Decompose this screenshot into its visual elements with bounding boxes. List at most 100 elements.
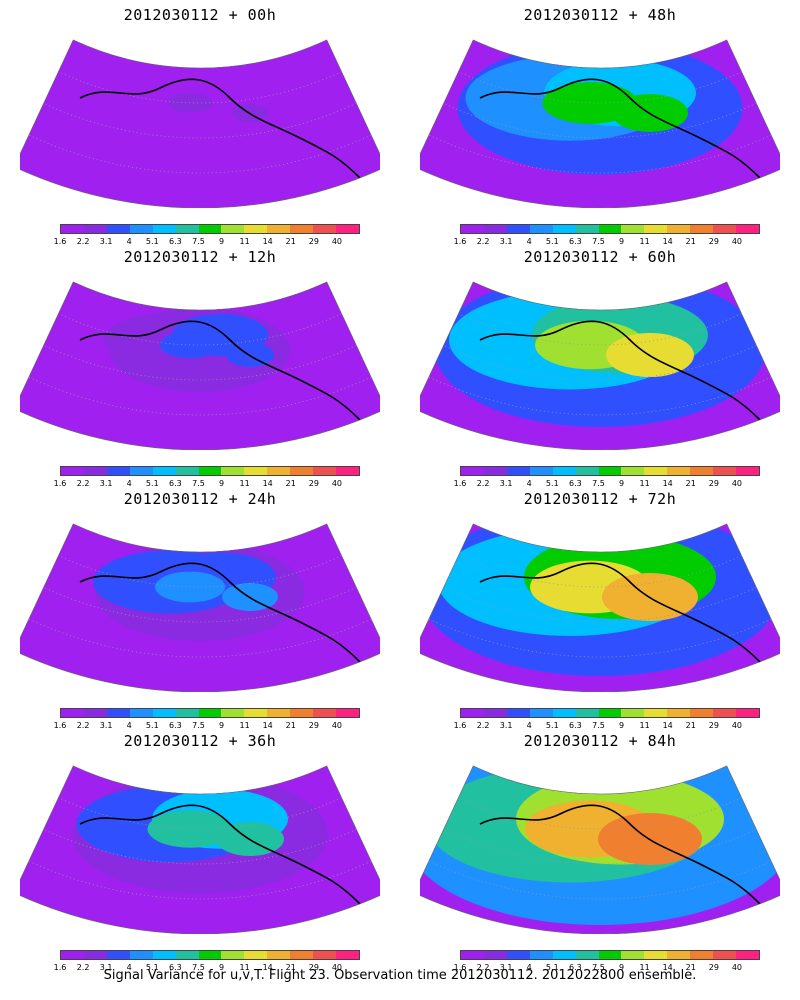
colorbar-label: 3.1 — [99, 721, 113, 730]
colorbar-swatch — [336, 951, 359, 959]
colorbar-swatch — [621, 951, 645, 959]
colorbar-swatch — [690, 709, 714, 717]
colorbar — [60, 466, 360, 476]
colorbar-label: 1.6 — [453, 721, 467, 730]
colorbar-swatch — [221, 225, 245, 233]
coastline — [479, 320, 761, 421]
latitude-gridline — [428, 134, 772, 174]
colorbar-label: 40 — [331, 237, 343, 246]
colorbar-swatch — [221, 467, 245, 475]
colorbar-swatch — [713, 951, 737, 959]
colorbar-swatch — [644, 225, 668, 233]
colorbar-label: 40 — [331, 479, 343, 488]
coastline — [79, 562, 361, 663]
colorbar-swatch — [506, 467, 530, 475]
colorbar-label: 1.6 — [53, 237, 67, 246]
colorbar-label: 4 — [526, 721, 532, 730]
colorbar-label: 2.2 — [476, 721, 490, 730]
colorbar-swatch — [575, 467, 599, 475]
colorbar-label: 6.3 — [569, 237, 582, 246]
colorbar-label: 9 — [618, 721, 625, 730]
colorbar-swatch — [713, 709, 737, 717]
colorbar-swatch — [598, 709, 622, 717]
colorbar-label: 1.6 — [53, 963, 67, 972]
map-border — [420, 281, 780, 450]
colorbar-label: 29 — [308, 479, 319, 488]
colorbar-swatch — [221, 951, 245, 959]
colorbar-labels: 1.6 2.2 3.1 4 5.1 6.3 7.5 9 11 14 21 29 40 — [54, 721, 354, 731]
polar-map — [420, 39, 780, 208]
colorbar-label: 11 — [639, 479, 650, 488]
colorbar-swatch — [736, 951, 759, 959]
colorbar-swatch — [483, 951, 507, 959]
colorbar-label: 21 — [685, 963, 696, 972]
colorbar-swatch — [61, 467, 84, 475]
colorbar-label: 11 — [639, 721, 650, 730]
colorbar-swatch — [313, 467, 337, 475]
colorbar-label: 29 — [708, 721, 719, 730]
polar-map — [420, 523, 780, 692]
colorbar-label: 2.2 — [76, 963, 90, 972]
colorbar — [60, 708, 360, 718]
colorbar-label: 29 — [308, 237, 319, 246]
colorbar-label: 7.5 — [592, 721, 605, 730]
colorbar-label: 5.1 — [545, 479, 559, 488]
colorbar-label: 3.1 — [99, 479, 113, 488]
colorbar-label: 29 — [308, 721, 319, 730]
colorbar-swatch — [529, 467, 553, 475]
forecast-panel: 2012030112 + 48h 1.6 2.2 3.1 4 5.1 6.3 7.5 9 11 14… — [410, 2, 790, 246]
polar-map — [420, 765, 780, 934]
coastline — [479, 804, 761, 905]
colorbar-swatch — [552, 709, 576, 717]
polar-map — [20, 39, 380, 208]
colorbar-swatch — [106, 951, 130, 959]
colorbar-swatch — [690, 951, 714, 959]
polar-map — [20, 765, 380, 934]
map-border — [20, 281, 380, 450]
colorbar-swatch — [461, 709, 484, 717]
colorbar-swatch — [61, 225, 84, 233]
colorbar-label: 6.3 — [569, 721, 582, 730]
colorbar-swatch — [244, 709, 268, 717]
colorbar-label: 5.1 — [145, 479, 159, 488]
colorbar-swatch — [152, 467, 176, 475]
colorbar-label: 21 — [285, 237, 296, 246]
forecast-panel: 2012030112 + 36h 1.6 2.2 3.1 4 5.1 6.3 7.5 9 11 14… — [10, 728, 390, 972]
colorbar-swatch — [61, 951, 84, 959]
colorbar-swatch — [483, 709, 507, 717]
coastline — [479, 562, 761, 663]
colorbar-label: 2.2 — [476, 963, 490, 972]
colorbar-labels: 1.6 2.2 3.1 4 5.1 6.3 7.5 9 11 14 21 29 40 — [54, 479, 354, 489]
colorbar-swatch — [61, 709, 84, 717]
colorbar-swatch — [290, 225, 314, 233]
colorbar-label: 9 — [618, 963, 625, 972]
colorbar-label: 3.1 — [499, 479, 513, 488]
map-border — [420, 765, 780, 934]
panel-title: 2012030112 + 24h — [123, 490, 277, 508]
colorbar-label: 9 — [218, 237, 225, 246]
colorbar-swatch — [736, 467, 759, 475]
colorbar-label: 29 — [308, 963, 319, 972]
colorbar-swatch — [175, 951, 199, 959]
colorbar-label: 5.1 — [145, 721, 159, 730]
colorbar-label: 14 — [262, 963, 273, 972]
colorbar-swatch — [552, 225, 576, 233]
colorbar-swatch — [129, 709, 153, 717]
colorbar-label: 1.6 — [453, 479, 467, 488]
colorbar-label: 40 — [731, 963, 743, 972]
panel-title: 2012030112 + 36h — [123, 732, 277, 750]
colorbar-label: 1.6 — [453, 237, 467, 246]
coastline — [479, 78, 761, 179]
colorbar-swatch — [690, 467, 714, 475]
colorbar-label: 4 — [126, 963, 132, 972]
latitude-gridline — [428, 860, 772, 900]
colorbar-label: 3.1 — [499, 237, 513, 246]
colorbar-swatch — [290, 467, 314, 475]
colorbar-swatch — [461, 467, 484, 475]
colorbar-label: 5.1 — [545, 963, 559, 972]
colorbar-swatch — [106, 709, 130, 717]
map-border — [420, 523, 780, 692]
colorbar-label: 5.1 — [545, 721, 559, 730]
colorbar-swatch — [598, 951, 622, 959]
panel-title: 2012030112 + 48h — [523, 6, 677, 24]
